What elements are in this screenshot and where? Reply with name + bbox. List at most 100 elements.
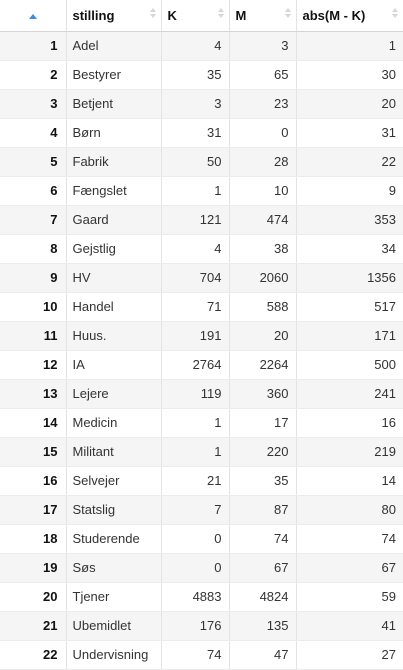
abs-diff-cell: 74 (296, 524, 403, 554)
stilling-cell: Adel (66, 31, 162, 61)
stilling-cell: Søs (66, 553, 162, 583)
k-cell: 191 (161, 321, 230, 351)
table-row: 18 Studerende 0 74 74 (0, 524, 403, 554)
m-cell: 474 (229, 205, 297, 235)
k-cell: 1 (161, 176, 230, 206)
row-index-cell: 21 (0, 611, 67, 641)
abs-diff-cell: 22 (296, 147, 403, 177)
m-cell: 67 (229, 553, 297, 583)
k-cell: 50 (161, 147, 230, 177)
stilling-cell: HV (66, 263, 162, 293)
row-index-cell: 15 (0, 437, 67, 467)
m-cell: 74 (229, 524, 297, 554)
table-row: 3 Betjent 3 23 20 (0, 89, 403, 119)
m-cell: 23 (229, 89, 297, 119)
stilling-cell: Handel (66, 292, 162, 322)
table-row: 14 Medicin 1 17 16 (0, 408, 403, 438)
table-row: 11 Huus. 191 20 171 (0, 321, 403, 351)
stilling-cell: Selvejer (66, 466, 162, 496)
m-cell: 20 (229, 321, 297, 351)
sort-icon (217, 8, 224, 18)
table-row: 8 Gejstlig 4 38 34 (0, 234, 403, 264)
row-index-cell: 5 (0, 147, 67, 177)
abs-diff-cell: 27 (296, 640, 403, 670)
m-cell: 10 (229, 176, 297, 206)
k-cell: 121 (161, 205, 230, 235)
column-header-label: M (235, 8, 247, 24)
abs-diff-cell: 80 (296, 495, 403, 525)
table-row: 21 Ubemidlet 176 135 41 (0, 611, 403, 641)
stilling-cell: Medicin (66, 408, 162, 438)
k-cell: 4 (161, 234, 230, 264)
stilling-cell: Fængslet (66, 176, 162, 206)
stilling-cell: Børn (66, 118, 162, 148)
m-cell: 135 (229, 611, 297, 641)
k-cell: 21 (161, 466, 230, 496)
m-cell: 220 (229, 437, 297, 467)
stilling-cell: Ubemidlet (66, 611, 162, 641)
k-cell: 2764 (161, 350, 230, 380)
k-cell: 704 (161, 263, 230, 293)
abs-diff-cell: 517 (296, 292, 403, 322)
sort-icon (392, 8, 398, 18)
column-header-stilling[interactable]: stilling (66, 0, 162, 32)
m-cell: 3 (229, 31, 297, 61)
row-index-cell: 18 (0, 524, 67, 554)
column-header-label: stilling (72, 8, 115, 24)
k-cell: 176 (161, 611, 230, 641)
abs-diff-cell: 14 (296, 466, 403, 496)
row-index-cell: 10 (0, 292, 67, 322)
k-cell: 71 (161, 292, 230, 322)
m-cell: 588 (229, 292, 297, 322)
row-index-cell: 16 (0, 466, 67, 496)
m-cell: 87 (229, 495, 297, 525)
table-row: 19 Søs 0 67 67 (0, 553, 403, 583)
abs-diff-cell: 31 (296, 118, 403, 148)
table-row: 20 Tjener 4883 4824 59 (0, 582, 403, 612)
stilling-cell: Undervisning (66, 640, 162, 670)
stilling-cell: IA (66, 350, 162, 380)
m-cell: 47 (229, 640, 297, 670)
table-row: 12 IA 2764 2264 500 (0, 350, 403, 380)
abs-diff-cell: 59 (296, 582, 403, 612)
stilling-cell: Fabrik (66, 147, 162, 177)
table-row: 7 Gaard 121 474 353 (0, 205, 403, 235)
column-header-abs[interactable]: abs(M - K) (296, 0, 403, 32)
stilling-cell: Gejstlig (66, 234, 162, 264)
table-row: 2 Bestyrer 35 65 30 (0, 60, 403, 90)
row-index-cell: 8 (0, 234, 67, 264)
abs-diff-cell: 16 (296, 408, 403, 438)
stilling-cell: Lejere (66, 379, 162, 409)
column-header-m[interactable]: M (229, 0, 297, 32)
column-header-k[interactable]: K (161, 0, 230, 32)
table-row: 1 Adel 4 3 1 (0, 31, 403, 61)
sort-icon (284, 8, 291, 18)
row-index-cell: 4 (0, 118, 67, 148)
k-cell: 4 (161, 31, 230, 61)
abs-diff-cell: 171 (296, 321, 403, 351)
k-cell: 4883 (161, 582, 230, 612)
abs-diff-cell: 9 (296, 176, 403, 206)
row-index-cell: 1 (0, 31, 67, 61)
m-cell: 35 (229, 466, 297, 496)
stilling-cell: Huus. (66, 321, 162, 351)
m-cell: 38 (229, 234, 297, 264)
stilling-cell: Bestyrer (66, 60, 162, 90)
abs-diff-cell: 34 (296, 234, 403, 264)
k-cell: 3 (161, 89, 230, 119)
table-body: 1 Adel 4 3 1 2 Bestyrer 35 65 30 3 Betjent 3 23 20 4 Bør… (0, 31, 403, 670)
row-index-cell: 19 (0, 553, 67, 583)
row-index-cell: 20 (0, 582, 67, 612)
stilling-cell: Tjener (66, 582, 162, 612)
stilling-cell: Statslig (66, 495, 162, 525)
row-index-cell: 6 (0, 176, 67, 206)
column-header-index[interactable] (0, 0, 67, 32)
abs-diff-cell: 41 (296, 611, 403, 641)
m-cell: 17 (229, 408, 297, 438)
table-row: 6 Fængslet 1 10 9 (0, 176, 403, 206)
m-cell: 2264 (229, 350, 297, 380)
table-row: 16 Selvejer 21 35 14 (0, 466, 403, 496)
abs-diff-cell: 20 (296, 89, 403, 119)
k-cell: 35 (161, 60, 230, 90)
